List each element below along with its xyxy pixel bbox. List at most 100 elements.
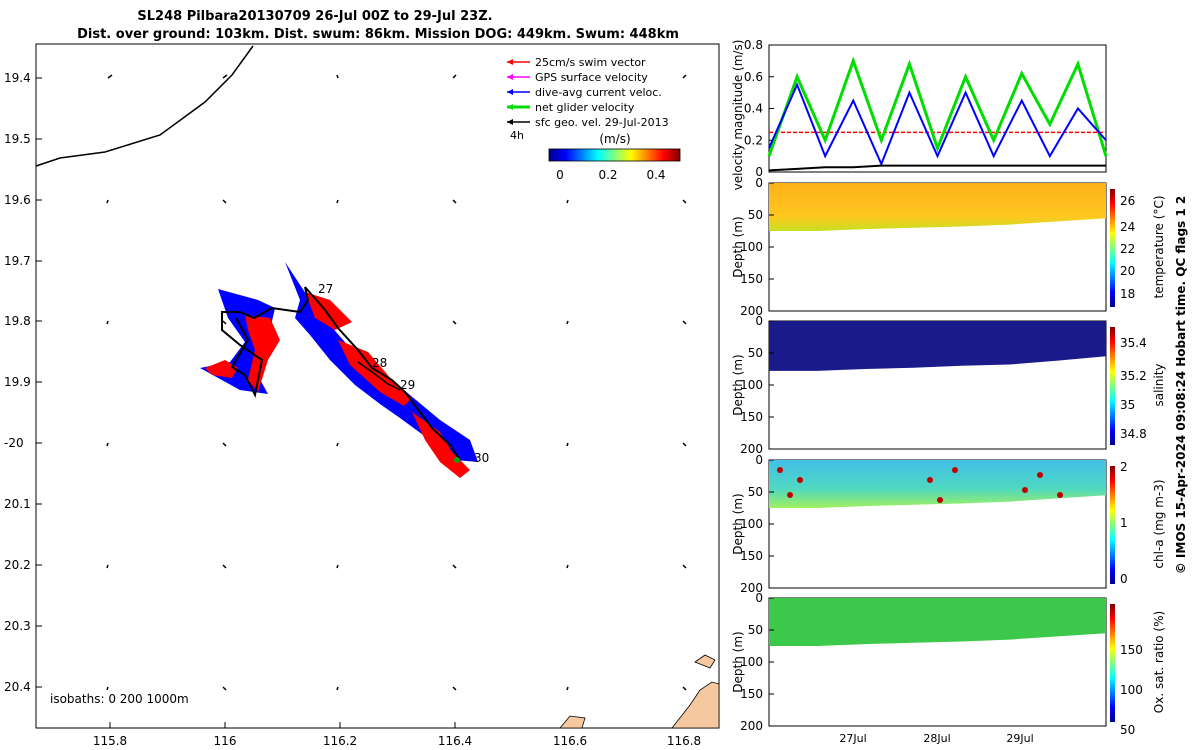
geo-velocity-arrow	[336, 442, 339, 447]
velocity-ylabel: velocity magnitude (m/s)	[731, 40, 745, 191]
section-fill	[769, 598, 1106, 646]
date-tick-label: 28Jul	[923, 732, 950, 745]
geo-velocity-arrow	[566, 199, 569, 204]
colorbar-tick-0: 0	[556, 168, 564, 182]
depth-ylabel: Depth (m)	[731, 493, 745, 554]
map-y-ticks: 19.4 19.5 19.6 19.7 19.8 19.9 -20 20.1 20.2 20.3 2…	[4, 71, 42, 694]
geo-velocity-arrow	[682, 74, 687, 79]
velocity-y-tick-label: 0.8	[744, 38, 763, 52]
legend-entry: 25cm/s swim vector	[535, 56, 646, 69]
geo-velocity-arrow	[336, 74, 339, 79]
coastline-island-2	[694, 654, 716, 669]
depth-tick-label: 200	[740, 442, 763, 456]
dive-avg-current-swath-east	[285, 262, 478, 462]
colorbar-tick-label: 0	[1120, 572, 1128, 586]
colorbar-tick-label: 34.8	[1120, 427, 1147, 441]
legend-extra-4h: 4h	[510, 129, 524, 142]
swim-vectors-loop	[205, 360, 238, 378]
depth-tick-label: 50	[748, 208, 763, 222]
geo-velocity-arrow	[107, 74, 113, 79]
geo-velocity-arrow	[222, 199, 227, 204]
map-y-tick-label: 19.5	[4, 132, 31, 146]
map-y-tick-label: 19.7	[4, 254, 31, 268]
coastline-mainland	[671, 681, 720, 729]
glider-track-west	[221, 286, 310, 399]
legend-entry: GPS surface velocity	[535, 71, 648, 84]
glider-track-east	[304, 286, 461, 461]
velocity-y-tick-label: 0.4	[744, 102, 763, 116]
depth-tick-label: 100	[740, 240, 763, 254]
chla-high-point	[777, 467, 783, 473]
geo-velocity-arrow	[222, 686, 227, 691]
depth-tick-label: 100	[740, 517, 763, 531]
legend-entry: net glider velocity	[535, 101, 635, 114]
colorbar-tick-label: 150	[1120, 643, 1143, 657]
colorbar-tick-0-4: 0.4	[646, 168, 665, 182]
section-colorbar	[1110, 189, 1115, 307]
chla-high-point	[787, 492, 793, 498]
colorbar-tick-label: 26	[1120, 194, 1135, 208]
section-panel-chla: 0 50 100 150 200 Depth (m) 2 1 0 chl-a (mg m-3)	[731, 453, 1166, 595]
legend-arrowhead	[507, 89, 513, 95]
colorbar-tick-label: 2	[1120, 460, 1128, 474]
geo-velocity-arrow	[452, 199, 457, 204]
date-ticks: 27Jul 28Jul 29Jul	[839, 732, 1033, 745]
colorbar-tick-label: 20	[1120, 264, 1135, 278]
date-tick-label: 27Jul	[839, 732, 866, 745]
glider-position-marker	[454, 457, 460, 463]
colorbar-label-salinity: salinity	[1152, 363, 1166, 406]
map-y-tick-label: 19.4	[4, 71, 31, 85]
section-panel-temperature: 0 50 100 150 200 Depth (m) 26 24 22 20 18 temperatu…	[731, 176, 1166, 318]
depth-tick-label: 200	[740, 719, 763, 733]
depth-tick-label: 0	[755, 314, 763, 328]
velocity-y-tick-label: 0	[755, 165, 763, 179]
legend-entry: sfc geo. vel. 29-Jul-2013	[535, 116, 669, 129]
colorbar-tick-label: 50	[1120, 723, 1135, 737]
map-y-tick-label: 20.2	[4, 558, 31, 572]
colorbar-title: (m/s)	[599, 132, 630, 146]
day-label-28: 28	[372, 356, 387, 370]
section-fill	[769, 321, 1106, 371]
geo-velocity-arrow	[106, 564, 109, 569]
isobath-line	[35, 45, 254, 167]
legend-arrowhead	[507, 119, 513, 125]
section-fill	[769, 183, 1106, 231]
geo-velocity-arrow	[566, 442, 569, 447]
geo-velocity-arrow	[222, 320, 227, 325]
geo-velocity-arrow	[106, 442, 109, 447]
map-y-tick-label: 20.1	[4, 497, 31, 511]
chla-high-point	[797, 477, 803, 483]
map-x-tick-label: 116.4	[438, 734, 472, 748]
depth-tick-label: 150	[740, 410, 763, 424]
colorbar-label-chla: chl-a (mg m-3)	[1152, 479, 1166, 568]
geo-velocity-arrow	[566, 320, 569, 325]
chla-high-point	[927, 477, 933, 483]
depth-tick-label: 50	[748, 623, 763, 637]
map-legend: 25cm/s swim vector GPS surface velocity di…	[507, 56, 669, 129]
colorbar-label-temperature: temperature (°C)	[1152, 196, 1166, 299]
colorbar-tick-0-2: 0.2	[598, 168, 617, 182]
coastline-islands	[559, 715, 586, 729]
depth-tick-label: 150	[740, 549, 763, 563]
chla-high-point	[1022, 487, 1028, 493]
map-y-tick-label: 20.3	[4, 619, 31, 633]
geo-velocity-arrow	[106, 686, 109, 691]
isobaths-label: isobaths: 0 200 1000m	[50, 692, 189, 706]
geo-velocity-arrow	[222, 74, 228, 79]
geo-velocity-arrow	[452, 686, 457, 691]
section-panel-salinity: 0 50 100 150 200 Depth (m) 35.4 35.2 35 34.8 salin…	[731, 314, 1166, 456]
map-x-tick-label: 116.6	[553, 734, 587, 748]
section-fill	[769, 460, 1106, 508]
swim-vectors-west	[245, 315, 280, 392]
geo-velocity-arrow	[566, 564, 569, 569]
velocity-series-2	[768, 82, 1107, 167]
geo-velocity-arrow	[566, 686, 569, 691]
geo-velocity-arrow	[682, 442, 687, 447]
map-panel: 115.8 116 116.2 116.4 116.6 116.8 19.419.519.…	[4, 43, 720, 748]
colorbar-tick-label: 24	[1120, 220, 1135, 234]
colorbar-tick-label: 35	[1120, 398, 1135, 412]
day-label-27: 27	[318, 282, 333, 296]
